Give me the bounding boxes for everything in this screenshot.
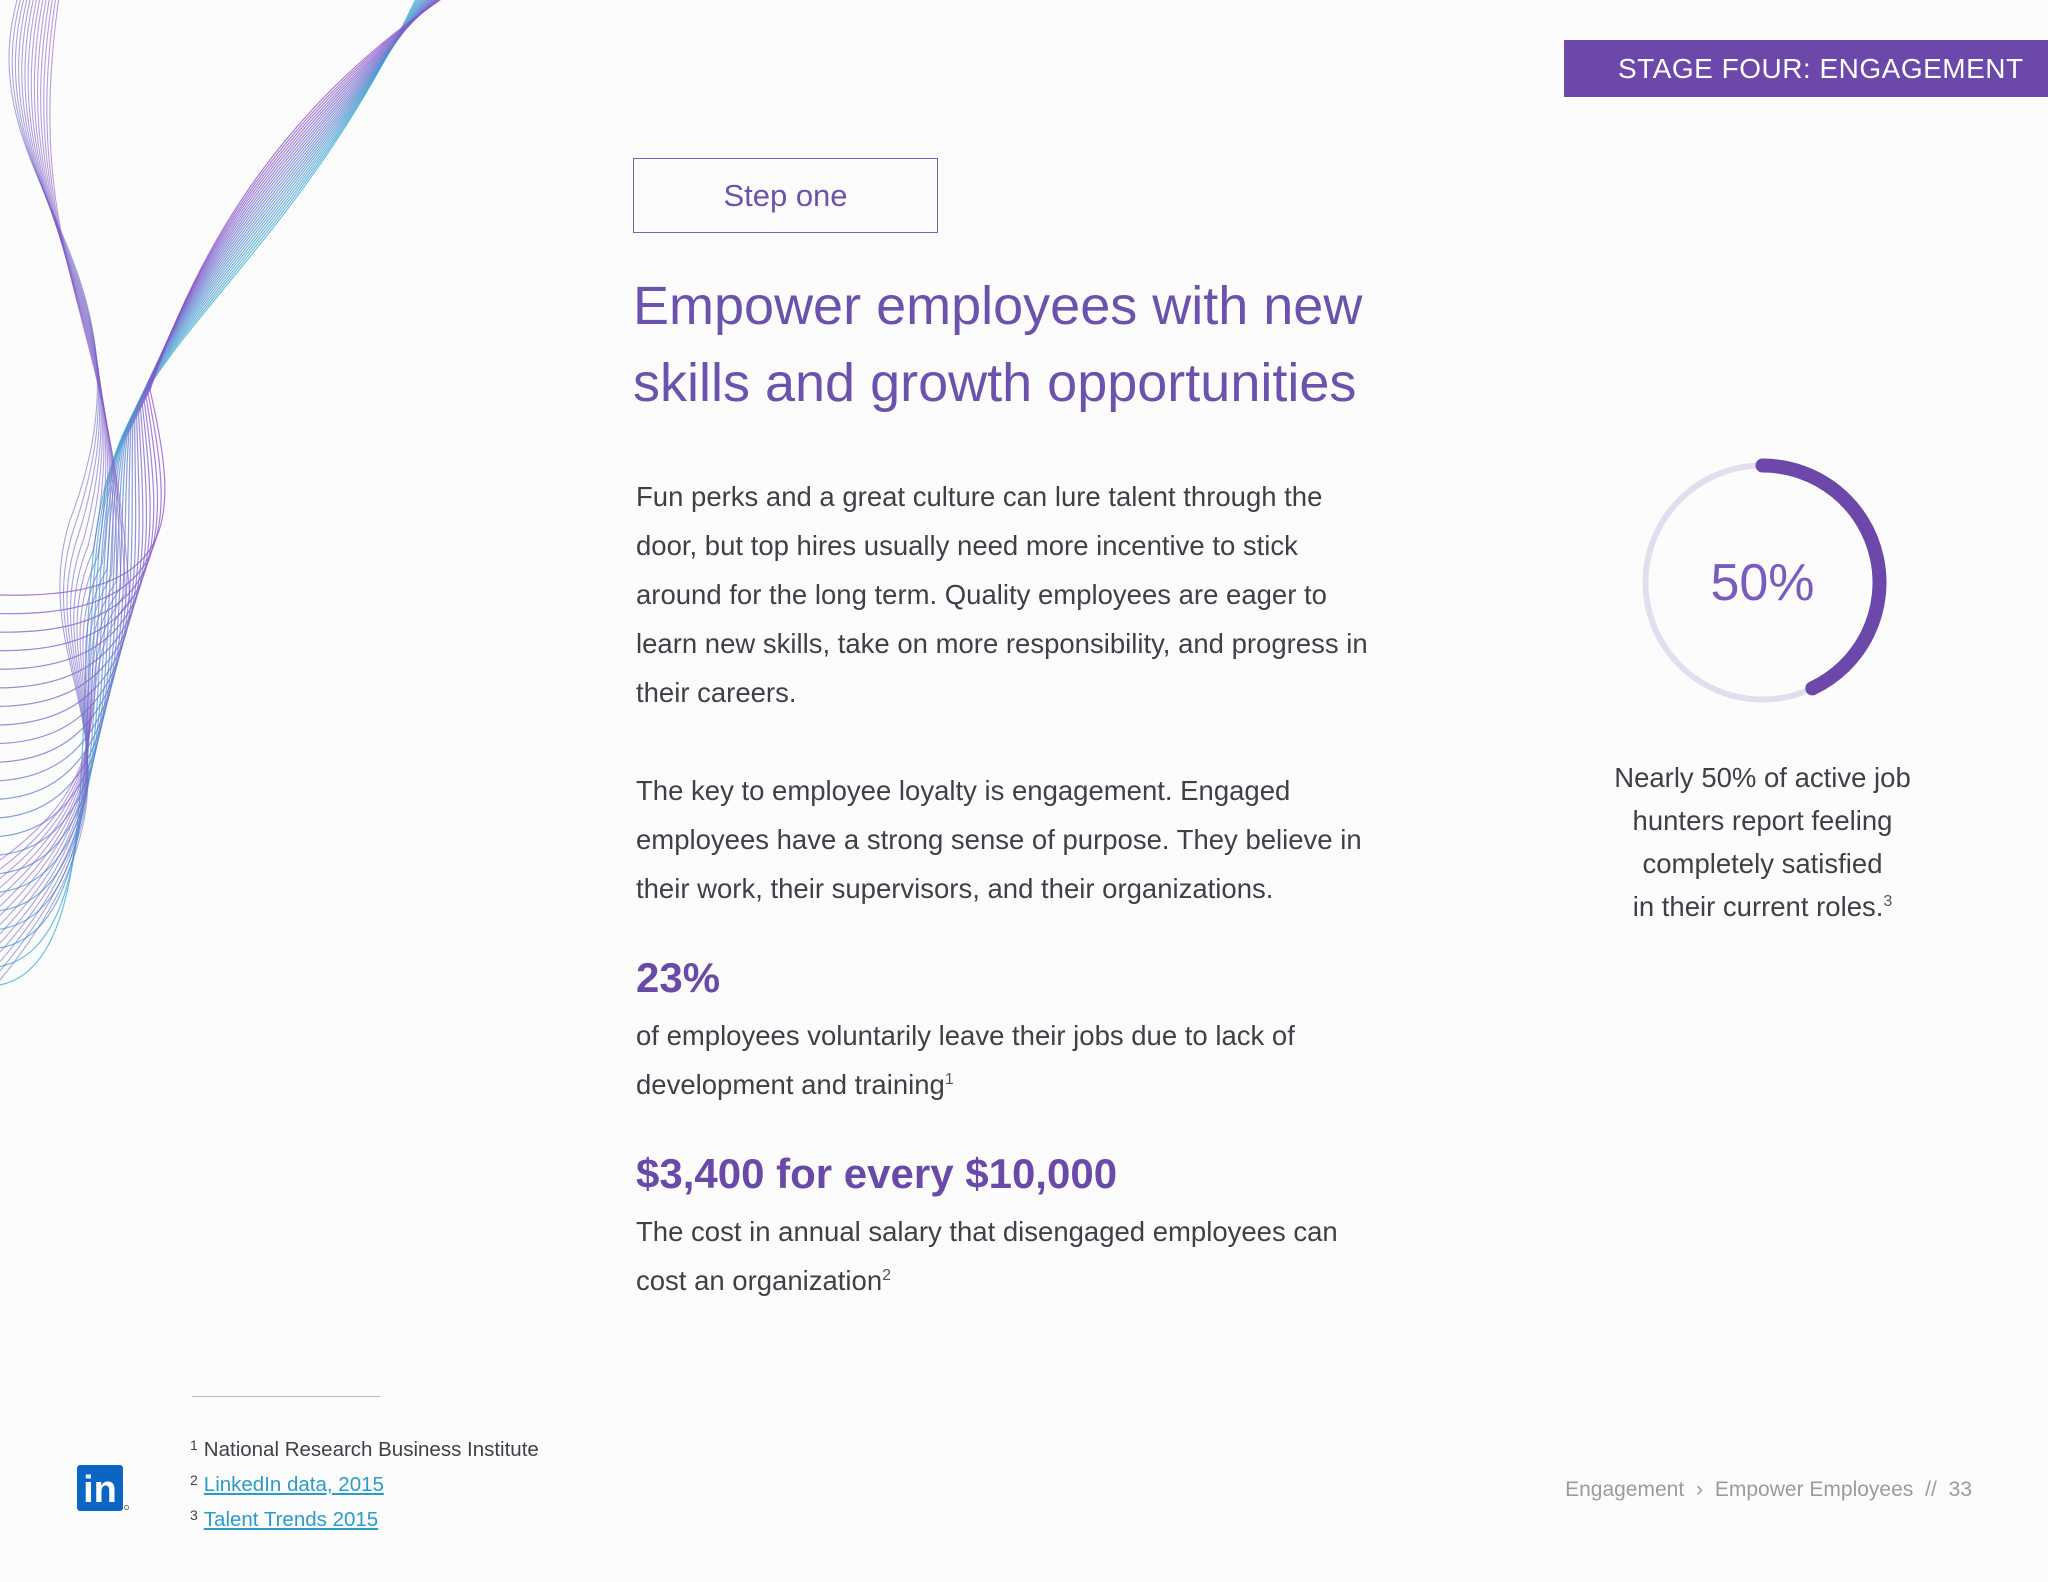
step-label-box: Step one	[633, 158, 938, 233]
footnote-2: 2 LinkedIn data, 2015	[190, 1465, 539, 1500]
footnote-2-link[interactable]: LinkedIn data, 2015	[203, 1473, 384, 1496]
footnote-ref-1: 1	[944, 1070, 954, 1088]
stat-description-1: of employees voluntarily leave their job…	[636, 1011, 1376, 1109]
wave-line	[0, 0, 421, 930]
body-paragraph-1: Fun perks and a great culture can lure t…	[636, 481, 1368, 708]
wave-line	[0, 0, 438, 670]
wave-line	[0, 0, 100, 972]
wave-line	[0, 0, 122, 879]
wave-line	[0, 0, 107, 925]
wave-line	[0, 0, 101, 962]
wave-line	[0, 0, 434, 745]
headline-line-2: skills and growth opportunities	[633, 353, 1357, 413]
linkedin-logo-text: in	[83, 1469, 117, 1511]
wave-line	[0, 0, 427, 838]
wave-line	[0, 0, 98, 981]
footnote-ref-3: 3	[1883, 892, 1893, 910]
decorative-wave-lines	[0, 0, 442, 986]
page-number: 33	[1948, 1478, 1972, 1501]
wave-line	[0, 0, 430, 800]
wave-line	[0, 0, 102, 953]
stat-description-1-text: of employees voluntarily leave their job…	[636, 1020, 1295, 1100]
headline-line-1: Empower employees with new	[633, 276, 1363, 336]
donut-progress-arc	[1755, 458, 1887, 696]
breadcrumb-subsection: Empower Employees	[1714, 1478, 1914, 1501]
wave-line	[0, 0, 114, 898]
linkedin-registered-mark	[124, 1505, 129, 1510]
wave-line	[0, 0, 440, 633]
linkedin-logo-icon: in	[77, 1465, 129, 1511]
footnote-ref-2: 2	[882, 1266, 892, 1284]
footnote-2-number: 2	[190, 1472, 198, 1488]
footnote-1: 1 National Research Business Institute	[190, 1430, 539, 1465]
footnote-1-text: National Research Business Institute	[203, 1438, 539, 1461]
wave-line	[0, 0, 436, 708]
wave-line	[0, 0, 111, 907]
donut-progress-50-percent: 50%	[1642, 458, 1887, 703]
footnote-divider	[192, 1396, 380, 1397]
donut-value-label: 50%	[1710, 554, 1814, 612]
wave-line	[0, 0, 105, 935]
wave-line	[0, 0, 429, 819]
stat-number-cost: $3,400 for every $10,000	[636, 1150, 1118, 1197]
footnote-3-number: 3	[190, 1507, 198, 1523]
wave-line	[0, 0, 104, 944]
stat-description-2: The cost in annual salary that disengage…	[636, 1207, 1376, 1305]
caption-line-4: in their current roles.	[1632, 891, 1884, 922]
wave-line	[0, 0, 423, 893]
footnote-1-number: 1	[190, 1437, 198, 1453]
breadcrumb-section: Engagement	[1565, 1478, 1685, 1501]
wave-line	[0, 0, 441, 615]
caption-line-2: hunters report feeling	[1632, 805, 1893, 836]
wave-line	[0, 0, 433, 763]
footnote-3-link[interactable]: Talent Trends 2015	[203, 1508, 379, 1531]
caption-line-3: completely satisfied	[1642, 848, 1883, 879]
linkedin-logo-box	[77, 1465, 123, 1511]
breadcrumb-separator: ›	[1696, 1478, 1704, 1501]
stat-description-2-text: The cost in annual salary that disengage…	[636, 1216, 1338, 1296]
body-paragraph-2: The key to employee loyalty is engagemen…	[636, 775, 1362, 904]
wave-line	[0, 0, 431, 782]
footer-breadcrumb: Engagement › Empower Employees // 33	[1562, 1478, 1975, 1502]
footnote-3: 3 Talent Trends 2015	[190, 1500, 539, 1535]
wave-line	[0, 0, 131, 861]
wave-line	[0, 0, 109, 916]
caption-line-1: Nearly 50% of active job	[1614, 762, 1911, 793]
breadcrumb-divider: //	[1925, 1478, 1937, 1501]
stage-banner: STAGE FOUR: ENGAGEMENT	[1564, 40, 2048, 97]
page-title: Empower employees with new skills and gr…	[633, 268, 1393, 422]
wave-line	[0, 0, 435, 726]
stat-number-23-percent: 23%	[636, 954, 721, 1001]
side-stat-caption: Nearly 50% of active job hunters report …	[1560, 756, 1965, 928]
wave-line	[0, 0, 422, 912]
wave-line	[0, 0, 126, 870]
wave-line	[0, 0, 442, 596]
wave-line	[0, 0, 437, 689]
wave-line	[0, 0, 118, 889]
